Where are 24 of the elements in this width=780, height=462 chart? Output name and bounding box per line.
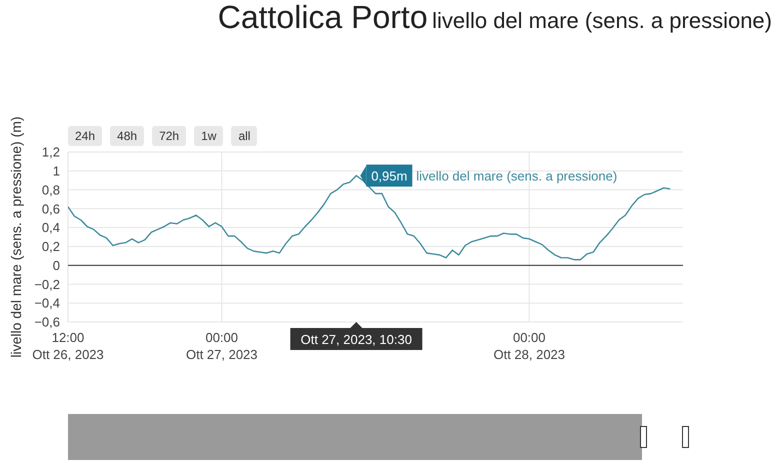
x-tick-label: 00:00 Ott 28, 2023: [493, 330, 566, 362]
text: Ott 27, 2023, 10:30: [300, 332, 412, 347]
y-tick-label: −0,4: [34, 296, 60, 311]
annotation: 0,95m: [371, 168, 408, 184]
y-axis-title: livello del mare (sens. a pressione) (m): [8, 116, 24, 358]
y-tick-label: 0,8: [42, 182, 60, 198]
range-button: all: [231, 126, 258, 146]
series-label: livello del mare (sens. a pressione): [416, 168, 618, 184]
chart-subtitle: livello del mare (sens. a pressione): [432, 8, 772, 33]
y-tick-label: 0: [52, 258, 60, 273]
y-tick-label: 1,2: [42, 144, 60, 160]
range-button: 72h: [152, 126, 186, 146]
x-tick-label: 00:00 Ott 27, 2023: [186, 330, 258, 362]
y-tick-label: 1: [52, 164, 60, 179]
y-tick-label: 0,4: [42, 220, 60, 236]
range-button: 48h: [110, 126, 144, 146]
x-tick-label: 12:00 Ott 26, 2023: [32, 330, 104, 362]
range-button: 1w: [194, 126, 224, 146]
y-tick-label: −0,2: [34, 276, 60, 292]
y-tick-label: −0,6: [34, 314, 60, 330]
chart-title: Cattolica Porto: [218, 0, 428, 35]
range-button: 24h: [68, 126, 102, 146]
y-tick-label: 0,6: [42, 201, 60, 216]
y-tick-label: 0,2: [42, 239, 60, 254]
